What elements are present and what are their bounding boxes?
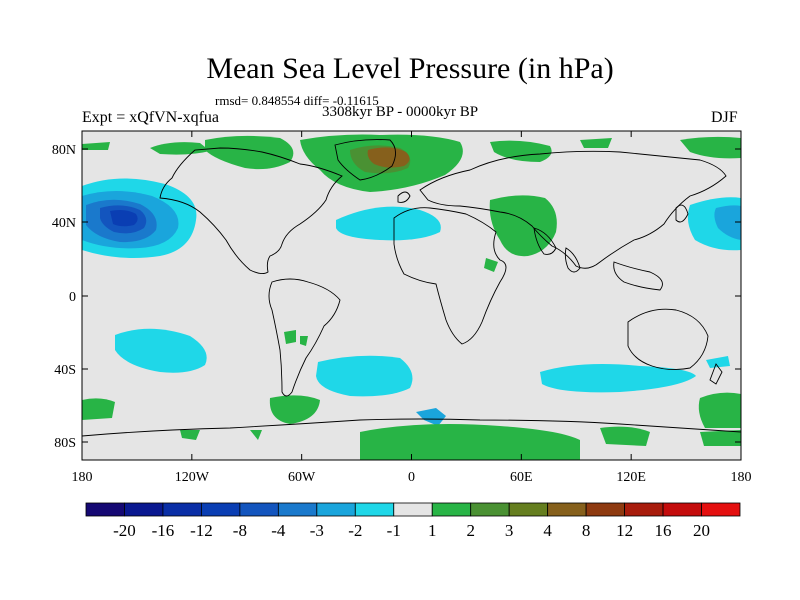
india-coast [564,247,581,273]
horn-africa-anomaly [484,258,498,272]
colorbar-label: 8 [582,521,591,540]
greenland-coast [334,139,396,181]
britain-coast [397,191,411,203]
colorbar-label: -2 [348,521,362,540]
south-atlantic-anomaly [316,355,413,397]
colorbar-label: -3 [310,521,324,540]
colorbar-swatch [662,502,702,517]
southern-ocean-anomaly [82,392,741,460]
arabia-coast [533,227,557,255]
colorbar-swatch [85,502,125,517]
colorbar-label: 12 [616,521,633,540]
colorbar-swatch [239,502,279,517]
y-tick-label: 40N [52,216,76,231]
colorbar-label: 16 [655,521,672,540]
colorbar-label: -1 [387,521,401,540]
axis-ticks: 180 120W 60W 0 60E 120E 180 80N 40N 0 40S 80S [52,131,752,485]
colorbar-label: 2 [466,521,475,540]
colorbar-label: 4 [543,521,552,540]
x-tick-label: 60W [288,470,316,485]
antarctica-coast [82,418,741,437]
colorbar: -20 -16 -12 -8 -4 -3 -2 -1 1 2 3 4 8 12 16 20 [85,502,741,540]
colorbar-swatch [431,502,472,517]
colorbar-swatch [201,502,241,517]
new-zealand-coast [709,363,723,385]
colorbar-swatch [508,502,549,517]
south-pacific-anomaly [115,328,207,373]
colorbar-swatch [354,502,395,517]
anomaly-fields [82,134,741,460]
south-america-coast [268,278,341,397]
experiment-label: Expt = xQfVN-xqfua [82,109,219,126]
indonesia-coast [613,261,663,291]
colorbar-label: 20 [693,521,710,540]
antarctic-anomaly-blue [416,408,446,426]
australia-coast [627,308,709,371]
season-label: DJF [711,109,738,126]
y-tick-label: 40S [54,363,76,378]
coastlines [82,139,741,437]
y-tick-label: 0 [69,290,76,305]
chart-title: Mean Sea Level Pressure (in hPa) [206,52,614,85]
stats-line: rmsd= 0.848554 diff= -0.11615 [215,93,379,108]
middle-east-anomaly [489,195,557,257]
dateline-east-anomaly [687,197,741,251]
north-america-coast [159,147,343,275]
colorbar-swatch [624,502,664,517]
africa-coast [393,207,507,345]
colorbar-swatch [393,502,433,517]
colorbar-swatch [124,502,164,517]
eurasia-coast [419,150,727,269]
x-tick-label: 120W [175,470,210,485]
colorbar-swatch [316,502,356,517]
y-tick-label: 80N [52,143,76,158]
x-tick-label: 120E [616,470,646,485]
colorbar-swatch [162,502,202,517]
colorbar-label: -8 [233,521,247,540]
south-west-pacific-anomaly [706,356,730,368]
x-tick-label: 180 [72,470,93,485]
south-america-anomaly [284,330,296,344]
colorbar-label: 3 [505,521,514,540]
colorbar-label: -16 [152,521,175,540]
south-america-anomaly-2 [300,336,308,346]
y-tick-label: 80S [54,436,76,451]
colorbar-swatch [547,502,587,517]
colorbar-swatch [277,502,318,517]
colorbar-label: -12 [190,521,213,540]
south-indian-anomaly [540,364,696,393]
north-atlantic-anomaly [336,206,441,241]
colorbar-swatch [585,502,625,517]
north-pacific-anomaly [82,178,197,258]
colorbar-label: -4 [271,521,286,540]
colorbar-label: -20 [113,521,136,540]
japan-coast [675,204,689,223]
x-tick-label: 0 [408,470,415,485]
colorbar-swatch [701,502,741,517]
period-label: 3308kyr BP - 0000kyr BP [322,104,479,120]
x-tick-label: 180 [731,470,752,485]
colorbar-swatch [470,502,510,517]
x-tick-label: 60E [510,470,533,485]
colorbar-label: 1 [428,521,437,540]
